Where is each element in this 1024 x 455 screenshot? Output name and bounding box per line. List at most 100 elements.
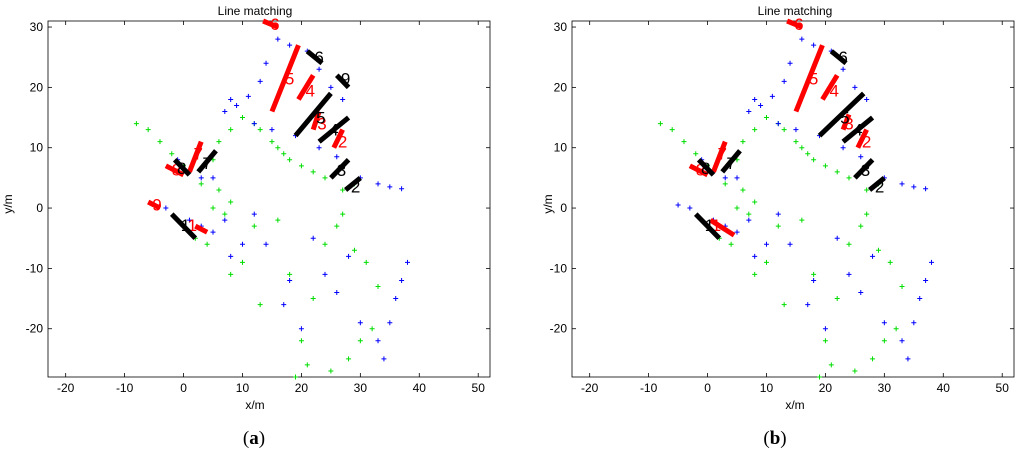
- panel-b-black-segment-1: [693, 212, 722, 240]
- panel-b-red-label-7: 7: [718, 145, 727, 164]
- panel-b-blue-point: [811, 42, 817, 48]
- panel-a-red-segment-3: [310, 110, 322, 131]
- panel-b-title: Line matching: [758, 4, 833, 18]
- panel-a-blue-point: [210, 175, 216, 181]
- panel-a-blue-point: [269, 127, 275, 133]
- panel-a-green-point: [239, 259, 245, 265]
- panel-a-red-label-4: 4: [306, 81, 315, 100]
- panel-b-green-point: [752, 271, 758, 277]
- panel-b-ylabel: y/m: [541, 194, 555, 213]
- panel-b-green-point: [775, 223, 781, 229]
- panel-a-red-segment-8: [164, 163, 185, 178]
- panel-a-blue-point: [222, 217, 228, 223]
- panel-b-blue-point: [746, 217, 752, 223]
- panel-a-red-label-7: 7: [194, 145, 203, 164]
- panel-a-blue-point: [281, 302, 287, 308]
- panel-a-blue-point: [245, 93, 251, 99]
- panel-a-blue-point: [163, 205, 169, 211]
- panel-b-xtick-label: -10: [640, 381, 658, 395]
- panel-b-green-point: [746, 211, 752, 217]
- panel-b-blue-point: [675, 202, 681, 208]
- panel-a-blue-point: [257, 78, 263, 84]
- panel-a-black-label-7: 7: [202, 154, 211, 173]
- panel-a-blue-point: [357, 320, 363, 326]
- panel-a-green-point: [275, 145, 281, 151]
- panel-a-red-label-3: 3: [317, 115, 326, 134]
- panel-b-blue-point: [923, 186, 929, 192]
- panel-a-blue-point: [251, 211, 257, 217]
- panel-a-green-point: [145, 127, 151, 133]
- panel-a-blue-point: [234, 102, 240, 108]
- panel-b-xtick-label: 0: [704, 381, 711, 395]
- panel-b-red-segment-6: [786, 18, 803, 30]
- panel-b-blue-point: [917, 296, 923, 302]
- panel-a-green-point: [239, 115, 245, 121]
- panel-b-blue-point: [911, 184, 917, 190]
- panel-b-xtick-label: 50: [996, 381, 1010, 395]
- panel-a-green-point: [287, 157, 293, 163]
- panel-b-red-segment-1: [709, 218, 736, 238]
- panel-a-blue-point: [346, 253, 352, 259]
- panel-a-ytick-label: -10: [26, 261, 44, 275]
- panel-a-blue-point: [334, 290, 340, 296]
- panel-b-xtick-label: 10: [760, 381, 774, 395]
- panel-b-xtick-label: 20: [819, 381, 833, 395]
- panel-b-blue-point: [775, 211, 781, 217]
- panel-b-axes-frame: [571, 20, 1015, 378]
- panel-a-green-point: [304, 362, 310, 368]
- panel-b-blue-point: [752, 253, 758, 259]
- panel-b-black-label-3: 3: [861, 161, 870, 180]
- panel-b-blue-point: [928, 259, 934, 265]
- panel-a-green-point: [169, 151, 175, 157]
- panel-b-green-point: [834, 169, 840, 175]
- panel-a-red-label-6: 6: [270, 15, 279, 34]
- panel-b-green-point: [822, 163, 828, 169]
- panel-a-green-point: [210, 205, 216, 211]
- panel-a-red-segment-1: [194, 223, 209, 235]
- panel-b-blue-point: [923, 277, 929, 283]
- panel-b-blue-point: [811, 277, 817, 283]
- panel-b-blue-point: [734, 229, 740, 235]
- panel-b-xtick-label: -20: [581, 381, 599, 395]
- panel-a-black-segment-7: [196, 149, 218, 174]
- panel-b-blue-point: [763, 241, 769, 247]
- panel-b-red-segment-3: [840, 113, 852, 131]
- panel-b-green-point: [864, 187, 870, 193]
- panel-a-green-point: [369, 326, 375, 332]
- panel-a-black-label-4: 4: [329, 121, 338, 140]
- panel-b-xlabel: x/m: [785, 398, 804, 412]
- panel-a-blue-point: [334, 154, 340, 160]
- panel-b-red-label-4: 4: [830, 81, 839, 100]
- panel-b-green-point: [881, 338, 887, 344]
- panel-a-blue-point: [387, 184, 393, 190]
- panel-b-green-point: [728, 241, 734, 247]
- panel-a-green-point: [228, 271, 234, 277]
- panel-b-ytick-label: 20: [554, 80, 568, 94]
- panel-a-green-point: [281, 151, 287, 157]
- panel-a-red-label-1: 1: [188, 216, 197, 235]
- panel-b-blue-point: [905, 356, 911, 362]
- panel-a-blue-point: [186, 217, 192, 223]
- panel-a-black-label-8: 8: [177, 159, 186, 178]
- panel-a-xtick-label: 10: [236, 381, 250, 395]
- panel-a-blue-point: [228, 96, 234, 102]
- panel-a-blue-point: [298, 326, 304, 332]
- panel-b-blue-point: [787, 241, 793, 247]
- panel-a-blue-point: [387, 320, 393, 326]
- panel-a-blue-point: [328, 84, 334, 90]
- panel-b-blue-point: [722, 175, 728, 181]
- panel-a-title: Line matching: [218, 4, 293, 18]
- panel-b-red-label-6: 6: [794, 15, 803, 34]
- panel-a-red-segment-6: [262, 18, 279, 30]
- panel-a-green-point: [357, 338, 363, 344]
- panel-a-blue-point: [393, 296, 399, 302]
- panel-a-green-point: [322, 175, 328, 181]
- panel-a-blue-point: [310, 235, 316, 241]
- panel-b-green-point: [669, 127, 675, 133]
- panel-b-green-point: [864, 211, 870, 217]
- panel-a-blue-point: [381, 356, 387, 362]
- panel-b-blue-point: [870, 253, 876, 259]
- panel-b-blue-point: [752, 96, 758, 102]
- panel-a-green-point: [298, 163, 304, 169]
- panel-a-axes-frame: [47, 20, 491, 378]
